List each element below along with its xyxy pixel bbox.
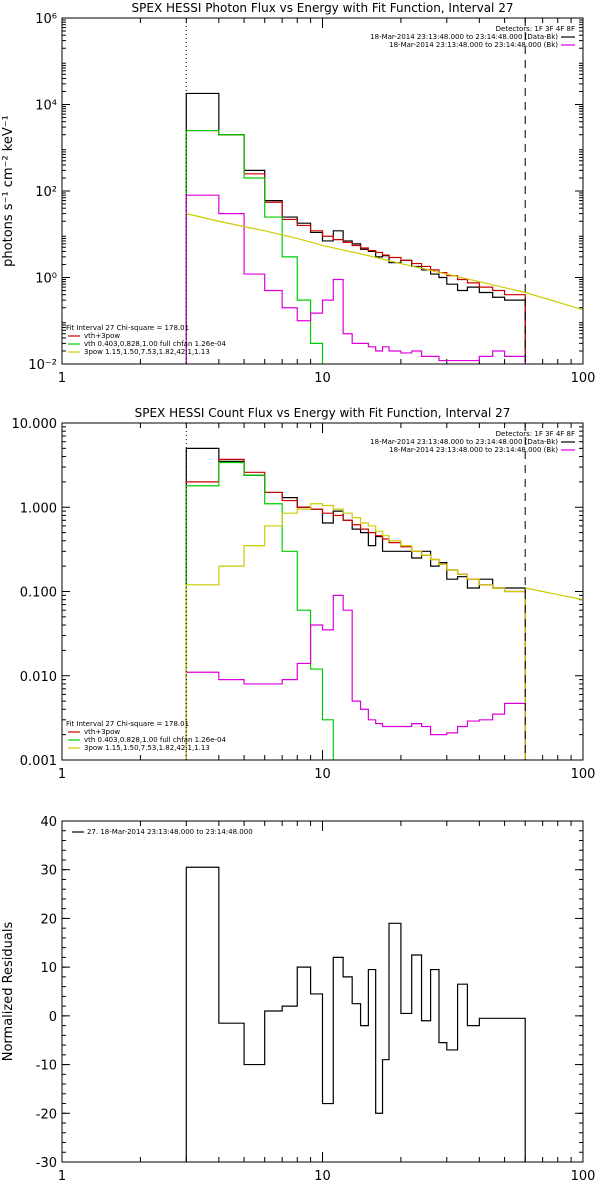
x-tick-label: 1 (58, 767, 66, 782)
y-tick-label: 40 (40, 815, 57, 830)
y-tick-label: 1.000 (20, 501, 57, 516)
y-tick-label: 10⁶ (35, 12, 57, 27)
y-tick-label: 10 (40, 961, 57, 976)
legend-header: Detectors: 1F 3F 4F 8F (496, 25, 575, 33)
legend-entry: vth 0.403,0.828,1.00 full chfan 1.26e-04 (84, 340, 226, 348)
model-curve (525, 587, 583, 601)
y-tick-label: 0 (49, 1010, 57, 1025)
x-tick-label: 10 (314, 371, 331, 386)
plot-area (185, 18, 583, 364)
chart-panel-1: SPEX HESSI Photon Flux vs Energy with Fi… (1, 1, 595, 386)
legend-entry: vth+3pow (84, 332, 120, 340)
series-4-line (185, 594, 526, 760)
plot-frame (61, 17, 584, 365)
series-1-line (185, 447, 526, 760)
chart-title: SPEX HESSI Photon Flux vs Energy with Fi… (132, 1, 514, 15)
legend-fit-header: Fit Interval 27 Chi-square = 178.01 (66, 720, 189, 728)
plot-frame (61, 422, 584, 761)
series-2-line (185, 129, 526, 364)
model-curve (186, 213, 583, 311)
x-tick-label: 100 (571, 1169, 596, 1184)
y-tick-label: 10.000 (12, 417, 58, 432)
legend-entry: vth+3pow (84, 728, 120, 736)
y-tick-label: 10⁴ (35, 99, 57, 114)
chart-title: SPEX HESSI Count Flux vs Energy with Fit… (135, 406, 511, 420)
y-tick-label: 10⁻² (28, 358, 57, 373)
series-4-line (185, 194, 526, 364)
x-tick-label: 10 (314, 1169, 331, 1184)
series-5-line (185, 503, 526, 760)
plot-area (185, 866, 526, 1162)
y-tick-label: -30 (36, 1156, 57, 1171)
y-axis-label: Normalized Residuals (1, 922, 16, 1062)
x-tick-label: 100 (571, 767, 596, 782)
y-tick-label: 20 (40, 912, 57, 927)
series-3-line (185, 461, 334, 760)
series-3-line (185, 129, 324, 364)
x-tick-label: 1 (58, 1169, 66, 1184)
plot-frame (61, 820, 584, 1163)
chart-panel-3: -30 -20 -10 0 10 20 30 40 1 10 100 Normalized Resid… (1, 815, 595, 1184)
y-tick-label: -10 (36, 1059, 57, 1074)
legend-entry: 27. 18-Mar-2014 23:13:48.000 to 23:14:48… (87, 828, 253, 836)
y-tick-label: -20 (36, 1107, 57, 1122)
legend-header: Detectors: 1F 3F 4F 8F (496, 430, 575, 438)
y-tick-label: 0.100 (20, 586, 57, 601)
y-tick-label: 10⁰ (35, 272, 57, 287)
legend-entry: 18-Mar-2014 23:13:48.000 to 23:14:48.000… (389, 446, 558, 454)
x-tick-label: 100 (571, 371, 596, 386)
legend-entry: 18-Mar-2014 23:13:48.000 to 23:14:48.000… (389, 41, 558, 49)
chart-panel-2: SPEX HESSI Count Flux vs Energy with Fit… (12, 406, 596, 782)
plot-area (185, 423, 583, 760)
x-tick-label: 10 (314, 767, 331, 782)
legend-entry: 18-Mar-2014 23:13:48.000 to 23:14:48.000… (370, 438, 558, 446)
x-tick-label: 1 (58, 371, 66, 386)
legend-entry: 18-Mar-2014 23:13:48.000 to 23:14:48.000… (370, 33, 558, 41)
y-tick-label: 0.001 (20, 754, 57, 769)
series-2-line (185, 458, 526, 760)
legend-fit-header: Fit Interval 27 Chi-square = 178.01 (66, 324, 189, 332)
legend-entry: vth 0.403,0.828,1.00 full chfan 1.26e-04 (84, 736, 226, 744)
series-1-line (185, 866, 526, 1162)
legend-entry: 3pow 1.15,1.50,7.53,1.82,42.1,1.13 (84, 348, 210, 356)
y-tick-label: 30 (40, 864, 57, 879)
y-axis-label: photons s⁻¹ cm⁻² keV⁻¹ (1, 115, 16, 267)
y-tick-label: 0.010 (20, 670, 57, 685)
legend-entry: 3pow 1.15,1.50,7.53,1.82,42.1,1.13 (84, 744, 210, 752)
series-1-line (185, 92, 526, 364)
y-tick-label: 10² (35, 185, 57, 200)
